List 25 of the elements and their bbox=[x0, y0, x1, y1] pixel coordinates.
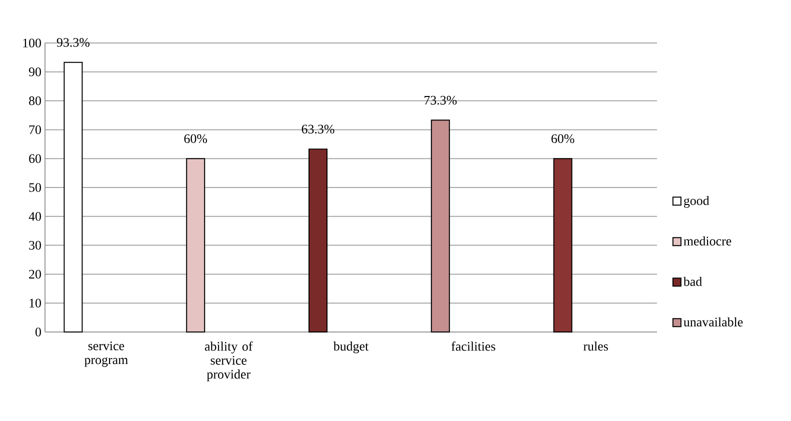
legend-label: mediocre bbox=[684, 236, 732, 246]
x-tick-label: rules bbox=[583, 342, 608, 351]
y-tick-label: 10 bbox=[30, 298, 41, 308]
x-tick-label: ability of service provider bbox=[204, 342, 253, 382]
legend-label: unavailable bbox=[684, 317, 743, 326]
data-label: 93.3% bbox=[56, 38, 90, 47]
y-tick-label: 20 bbox=[29, 270, 41, 279]
legend-label: bad bbox=[683, 276, 702, 286]
y-tick-label: 70 bbox=[29, 125, 41, 134]
y-tick-label: 30 bbox=[29, 240, 41, 250]
x-tick-label: budget bbox=[333, 342, 369, 354]
y-tick-label: 60 bbox=[29, 154, 41, 163]
y-tick-label: 90 bbox=[28, 68, 41, 76]
x-tick-label: service program bbox=[84, 342, 128, 367]
data-label: 73.3% bbox=[424, 96, 457, 105]
legend-label: good bbox=[684, 196, 710, 208]
y-tick-label: 80 bbox=[29, 96, 41, 106]
y-tick-label: 100 bbox=[23, 38, 41, 48]
y-tick-label: 50 bbox=[29, 183, 41, 192]
data-label: 60% bbox=[551, 134, 574, 144]
data-label: 63.3% bbox=[302, 124, 334, 134]
data-label: 60% bbox=[184, 134, 208, 144]
y-tick-label: 0 bbox=[36, 328, 41, 336]
x-tick-label: facilities bbox=[452, 342, 496, 351]
y-tick-label: 40 bbox=[28, 212, 41, 221]
